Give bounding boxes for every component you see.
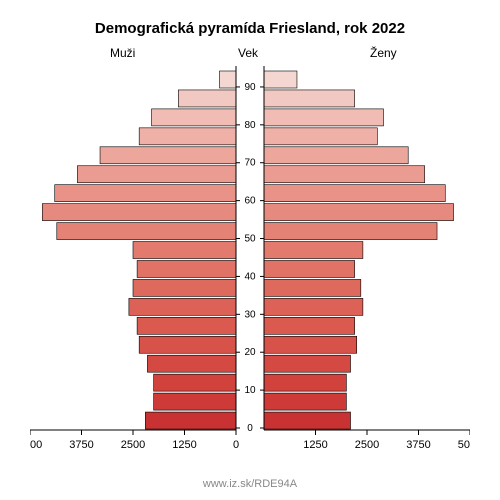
bar-female-20 <box>264 336 357 353</box>
x-tick-label: 1250 <box>303 439 327 451</box>
bar-female-0 <box>264 412 351 429</box>
bar-female-45 <box>264 242 363 259</box>
bar-female-60 <box>264 185 445 202</box>
footer-url: www.iz.sk/RDE94A <box>0 478 500 490</box>
bar-female-70 <box>264 147 408 164</box>
age-label: 60 <box>244 196 256 207</box>
bar-male-40 <box>137 260 236 277</box>
bar-female-5 <box>264 393 346 410</box>
center-age-label: Vek <box>238 46 258 60</box>
x-tick-label: 1250 <box>172 439 196 451</box>
bar-male-5 <box>154 393 236 410</box>
age-label: 80 <box>244 120 256 131</box>
age-label: 10 <box>244 385 256 396</box>
bar-male-55 <box>42 204 236 221</box>
right-gender-label: Ženy <box>370 46 397 60</box>
age-label: 20 <box>244 347 256 358</box>
bar-male-30 <box>129 298 236 315</box>
bar-male-60 <box>55 185 236 202</box>
bar-female-35 <box>264 279 361 296</box>
age-label: 0 <box>247 423 253 434</box>
bar-male-85 <box>178 90 236 107</box>
x-tick-label: 2500 <box>355 439 379 451</box>
chart-title: Demografická pyramída Friesland, rok 202… <box>0 20 500 37</box>
age-label: 50 <box>244 234 256 245</box>
bar-female-10 <box>264 374 346 391</box>
bar-female-15 <box>264 355 351 372</box>
x-tick-label: 3750 <box>69 439 93 451</box>
bar-female-50 <box>264 223 437 240</box>
x-tick-label: 2500 <box>121 439 145 451</box>
age-label: 30 <box>244 309 256 320</box>
bar-male-80 <box>152 109 236 126</box>
bar-male-10 <box>154 374 236 391</box>
bar-male-15 <box>147 355 236 372</box>
age-label: 90 <box>244 82 256 93</box>
bar-male-0 <box>145 412 236 429</box>
bar-female-30 <box>264 298 363 315</box>
bar-female-80 <box>264 109 383 126</box>
bar-male-50 <box>57 223 236 240</box>
bar-male-20 <box>139 336 236 353</box>
x-tick-label: 5000 <box>458 439 470 451</box>
bar-female-55 <box>264 204 454 221</box>
x-tick-label: 3750 <box>406 439 430 451</box>
x-tick-label: 0 <box>233 439 239 451</box>
bar-female-40 <box>264 260 355 277</box>
bar-male-65 <box>77 166 236 183</box>
bar-female-75 <box>264 128 377 145</box>
pyramid-chart: 5000 3750 2500 1250 0 1250 2500 3750 5000 0 10 20 30… <box>30 60 470 460</box>
bar-female-90 <box>264 71 297 88</box>
bar-female-85 <box>264 90 355 107</box>
x-tick-label: 5000 <box>30 439 42 451</box>
bar-male-25 <box>137 317 236 334</box>
bar-male-45 <box>133 242 236 259</box>
bar-female-25 <box>264 317 355 334</box>
age-label: 40 <box>244 271 256 282</box>
bar-female-65 <box>264 166 425 183</box>
left-gender-label: Muži <box>110 46 135 60</box>
bar-male-90 <box>220 71 236 88</box>
bar-male-70 <box>100 147 236 164</box>
bar-male-35 <box>133 279 236 296</box>
bar-male-75 <box>139 128 236 145</box>
age-label: 70 <box>244 158 256 169</box>
